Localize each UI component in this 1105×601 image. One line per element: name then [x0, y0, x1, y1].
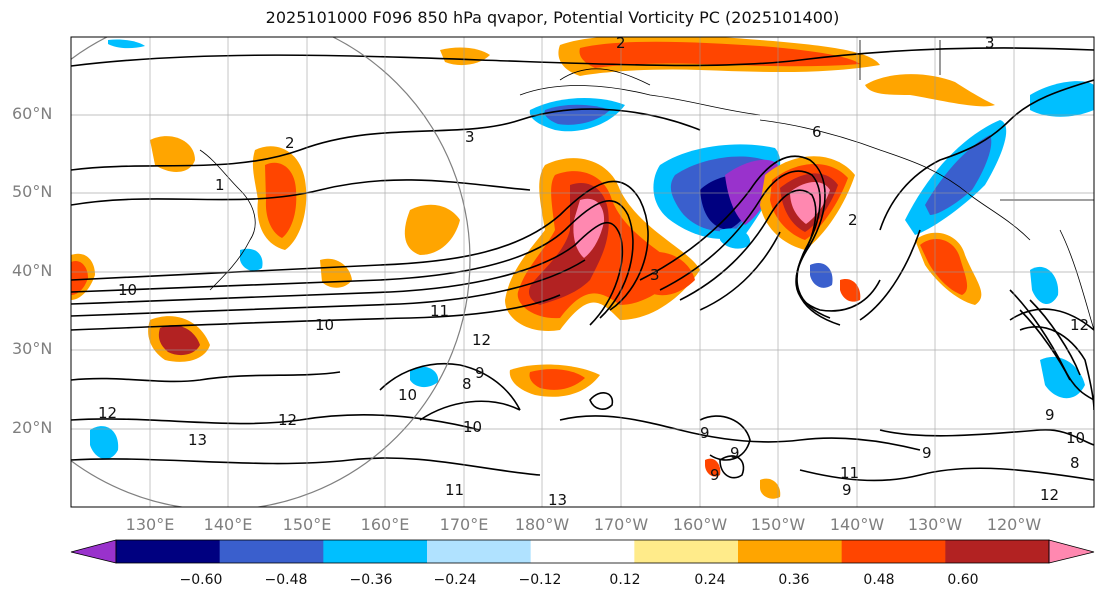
coastlines	[199, 40, 1094, 331]
contour-label: 3	[985, 34, 995, 52]
colorbar-tick-label: −0.24	[433, 572, 477, 588]
contour-label: 10	[398, 386, 417, 404]
contour-label: 12	[98, 404, 117, 422]
contour-label: 13	[548, 491, 567, 509]
contour-label: 12	[1040, 486, 1059, 504]
contour-label: 10	[315, 316, 334, 334]
lon-label-170e: 170°E	[439, 515, 489, 534]
contour-label: 8	[1070, 454, 1080, 472]
colorbar-tick-label: 0.36	[778, 572, 810, 588]
lon-label-120w: 120°W	[986, 515, 1042, 534]
lat-label-20n: 20°N	[12, 418, 53, 437]
map-frame	[70, 36, 1095, 508]
lon-label-170w: 170°W	[593, 515, 649, 534]
lon-label-130e: 130°E	[125, 515, 175, 534]
colorbar-tick-label: −0.60	[179, 572, 223, 588]
contour-label: 1	[215, 176, 225, 194]
colorbar-extend-left	[70, 539, 117, 564]
colorbar-cell	[427, 540, 532, 563]
colorbar-cell	[945, 540, 1050, 563]
contour-label: 9	[1045, 406, 1055, 424]
figure-title: 2025101000 F096 850 hPa qvapor, Potentia…	[265, 8, 840, 27]
colorbar-cell	[738, 540, 843, 563]
lon-label-160w: 160°W	[672, 515, 728, 534]
contour-label: 11	[840, 464, 859, 482]
lat-label-60n: 60°N	[12, 104, 53, 123]
contour-label: 12	[1070, 316, 1089, 334]
contour-label: 9	[842, 481, 852, 499]
colorbar-tick-label: −0.48	[264, 572, 308, 588]
contour-label: 3	[465, 128, 475, 146]
contour-label: 9	[700, 424, 710, 442]
lon-label-130w: 130°W	[907, 515, 963, 534]
contour-label: 2	[616, 34, 626, 52]
contour-label: 10	[118, 281, 137, 299]
colorbar-cell	[841, 540, 946, 563]
gridlines	[71, 37, 1094, 507]
colorbar-outline	[115, 539, 1050, 564]
lat-label-50n: 50°N	[12, 182, 53, 201]
contour-label: 9	[475, 364, 485, 382]
contour-label: 10	[1066, 429, 1085, 447]
lat-label-30n: 30°N	[12, 339, 53, 358]
colorbar-cell	[530, 540, 635, 563]
colorbar	[70, 539, 1095, 564]
colorbar-cell	[116, 540, 221, 563]
lon-label-180w: 180°W	[514, 515, 570, 534]
contour-label: 3	[650, 266, 660, 284]
lon-label-140e: 140°E	[203, 515, 253, 534]
colorbar-cell	[634, 540, 739, 563]
contour-labels: 2 3 2 1 3 6 2 10 11 10 12 9 8 10 10 12 1…	[98, 34, 1089, 509]
reference-circle	[71, 37, 471, 507]
contour-label: 2	[848, 211, 858, 229]
contour-label: 9	[730, 444, 740, 462]
colorbar-tick-label: 0.24	[694, 572, 726, 588]
lat-label-40n: 40°N	[12, 261, 53, 280]
contour-label: 11	[445, 481, 464, 499]
contour-label: 6	[812, 123, 822, 141]
contour-label: 10	[463, 418, 482, 436]
contour-label: 11	[430, 302, 449, 320]
contour-label: 13	[188, 431, 207, 449]
lon-label-150e: 150°E	[282, 515, 332, 534]
lon-label-160e: 160°E	[360, 515, 410, 534]
colorbar-cell	[323, 540, 428, 563]
contour-label: 2	[285, 134, 295, 152]
lon-label-140w: 140°W	[829, 515, 885, 534]
contour-label: 9	[922, 444, 932, 462]
contour-label: 8	[462, 375, 472, 393]
colorbar-tick-label: −0.36	[349, 572, 393, 588]
contour-label: 9	[710, 466, 720, 484]
colorbar-cell	[219, 540, 324, 563]
colorbar-tick-label: −0.12	[518, 572, 562, 588]
contour-label: 12	[472, 331, 491, 349]
colorbar-extend-right	[1048, 539, 1095, 564]
colorbar-tick-label: 0.12	[609, 572, 641, 588]
colorbar-tick-label: 0.48	[863, 572, 895, 588]
lon-label-150w: 150°W	[750, 515, 806, 534]
colorbar-tick-label: 0.60	[947, 572, 979, 588]
contour-label: 12	[278, 411, 297, 429]
